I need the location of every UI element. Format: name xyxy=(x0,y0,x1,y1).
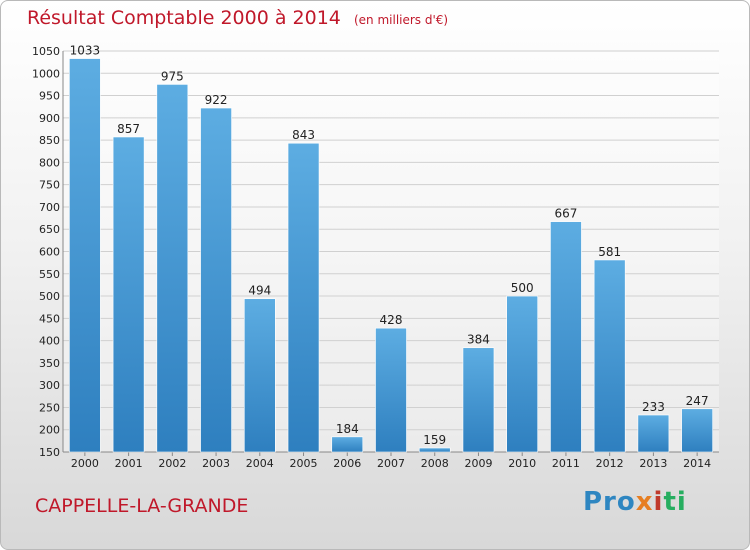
bar-2008 xyxy=(418,447,451,453)
y-tick-label: 250 xyxy=(39,401,60,414)
bar-2001 xyxy=(112,136,145,453)
bars xyxy=(69,58,713,453)
value-label-2010: 500 xyxy=(511,281,534,295)
bar-2009 xyxy=(462,347,495,453)
bar-2006 xyxy=(331,436,364,453)
chart-title-main: Résultat Comptable 2000 à 2014 xyxy=(27,7,341,29)
y-tick-label: 600 xyxy=(39,246,60,259)
y-tick-label: 500 xyxy=(39,290,60,303)
value-label-2004: 494 xyxy=(248,284,271,298)
value-label-2005: 843 xyxy=(292,128,315,142)
y-tick-label: 450 xyxy=(39,312,60,325)
labels: 150 200 250 300 350 400 450 500 550 600 650 700 750 8… xyxy=(32,44,711,470)
x-tick-label-2001: 2001 xyxy=(115,457,143,470)
x-tick-label-2010: 2010 xyxy=(508,457,536,470)
value-label-2012: 581 xyxy=(598,245,621,259)
x-tick-label-2002: 2002 xyxy=(158,457,186,470)
value-label-2002: 975 xyxy=(161,69,184,83)
y-tick-label: 750 xyxy=(39,179,60,192)
value-label-2000: 1033 xyxy=(70,44,101,58)
bar-2000 xyxy=(69,58,101,453)
value-label-2013: 233 xyxy=(642,400,665,414)
y-tick-label: 350 xyxy=(39,357,60,370)
x-tick-label-2009: 2009 xyxy=(464,457,492,470)
proxiti-logo[interactable]: Proxiti xyxy=(583,487,687,517)
bar-2007 xyxy=(375,327,407,453)
bar-2014 xyxy=(681,408,713,453)
value-label-2008: 159 xyxy=(423,433,446,447)
x-tick-label-2007: 2007 xyxy=(377,457,405,470)
value-label-2007: 428 xyxy=(380,313,403,327)
x-tick-label-2005: 2005 xyxy=(290,457,318,470)
value-label-2001: 857 xyxy=(117,122,140,136)
x-tick-label-2003: 2003 xyxy=(202,457,230,470)
value-label-2011: 667 xyxy=(554,207,577,221)
y-tick-label: 400 xyxy=(39,335,60,348)
value-label-2003: 922 xyxy=(205,93,228,107)
y-tick-label: 850 xyxy=(39,134,60,147)
y-tick-label: 200 xyxy=(39,424,60,437)
x-tick-label-2013: 2013 xyxy=(639,457,667,470)
bar-2010 xyxy=(506,295,539,453)
bar-2012 xyxy=(593,259,626,453)
value-label-2014: 247 xyxy=(686,394,709,408)
value-label-2009: 384 xyxy=(467,333,490,347)
bar-2011 xyxy=(550,221,582,453)
y-tick-label: 300 xyxy=(39,379,60,392)
bar-2004 xyxy=(244,298,276,453)
value-label-2006: 184 xyxy=(336,422,359,436)
commune-name: CAPPELLE-LA-GRANDE xyxy=(35,495,249,517)
x-tick-label-2011: 2011 xyxy=(552,457,580,470)
bar-2002 xyxy=(156,84,189,453)
y-tick-label: 1000 xyxy=(32,67,60,80)
x-tick-label-2000: 2000 xyxy=(71,457,99,470)
y-tick-label: 900 xyxy=(39,112,60,125)
x-tick-label-2014: 2014 xyxy=(683,457,711,470)
y-tick-label: 150 xyxy=(39,446,60,459)
bar-2013 xyxy=(637,414,670,453)
y-tick-label: 700 xyxy=(39,201,60,214)
y-tick-label: 950 xyxy=(39,90,60,103)
y-tick-label: 650 xyxy=(39,223,60,236)
bar-2005 xyxy=(287,142,320,453)
x-tick-label-2006: 2006 xyxy=(333,457,361,470)
y-tick-label: 550 xyxy=(39,268,60,281)
x-tick-label-2004: 2004 xyxy=(246,457,274,470)
y-tick-label: 800 xyxy=(39,156,60,169)
x-tick-label-2008: 2008 xyxy=(421,457,449,470)
y-tick-label: 1050 xyxy=(32,45,60,58)
chart-title: Résultat Comptable 2000 à 2014 (en milli… xyxy=(27,7,448,29)
x-tick-label-2012: 2012 xyxy=(596,457,624,470)
bar-2003 xyxy=(200,107,232,453)
chart-title-unit: (en milliers d'€) xyxy=(353,13,449,27)
